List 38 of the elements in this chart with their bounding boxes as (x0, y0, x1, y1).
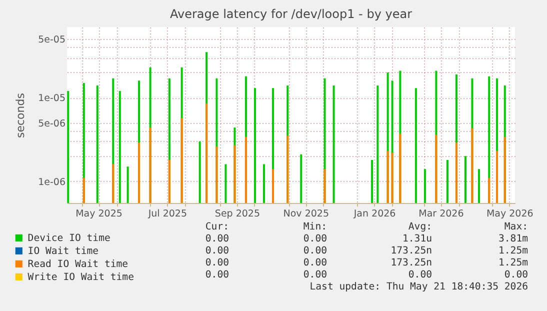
y-axis-title: seconds (14, 92, 28, 138)
y-tick-label: 5e-05 (38, 34, 66, 46)
text: Avg: (408, 222, 432, 232)
text: 0.00 (303, 270, 327, 280)
chart-title: Average latency for /dev/loop1 - by year (170, 7, 412, 21)
text: 1.25m (498, 246, 528, 256)
y-tick-label: 1e-05 (38, 93, 66, 104)
legend-label: Read IO Wait time (28, 258, 128, 270)
text: Min: (303, 222, 327, 232)
x-tick-label: Nov 2025 (283, 208, 330, 220)
x-tick-label: Sep 2025 (214, 208, 260, 220)
text: 0.00 (303, 246, 327, 256)
text: 0.00 (205, 258, 229, 268)
y-tick-label: 5e-06 (38, 118, 66, 130)
text: 3.81m (498, 234, 528, 244)
text: 0.00 (205, 246, 229, 256)
text: 0.00 (205, 234, 229, 244)
x-tick-label: May 2025 (76, 208, 122, 220)
text: 173.25n (390, 246, 432, 256)
legend-label: Device IO time (28, 232, 110, 244)
text: Cur: (205, 222, 229, 232)
y-tick-label: 1e-06 (38, 176, 66, 188)
text: 1.31u (402, 234, 432, 244)
text: Last update: Thu May 21 18:40:35 2026 (310, 282, 528, 292)
legend-label: Write IO Wait time (28, 272, 134, 283)
x-tick-label: Jul 2025 (147, 208, 188, 220)
text: 0.00 (504, 270, 528, 280)
text: 0.00 (303, 258, 327, 268)
text: 173.25n (390, 258, 432, 268)
text: 0.00 (205, 270, 229, 280)
text: 0.00 (303, 234, 327, 244)
text: 0.00 (408, 270, 432, 280)
x-tick-label: Jan 2026 (352, 208, 396, 220)
x-tick-label: Mar 2026 (418, 208, 464, 220)
legend-label: IO Wait time (28, 246, 99, 257)
x-tick-label: May 2026 (486, 208, 534, 220)
text: Max: (504, 222, 528, 232)
text: 1.25m (498, 258, 528, 268)
